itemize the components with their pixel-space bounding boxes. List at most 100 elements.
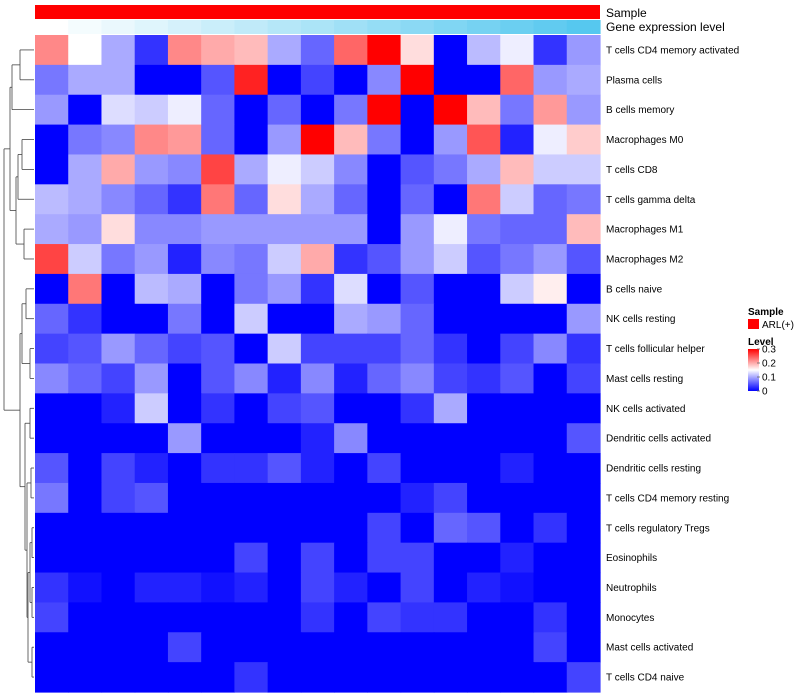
sample-annotation-bar xyxy=(35,5,600,19)
heatmap-cell xyxy=(367,453,402,484)
row-label: Macrophages M0 xyxy=(606,135,684,146)
heatmap-cell xyxy=(167,512,202,544)
heatmap-cell xyxy=(35,632,69,663)
expression-annotation-cell xyxy=(35,20,69,34)
heatmap-cell xyxy=(433,64,468,96)
expression-annotation-cell xyxy=(533,20,568,34)
heatmap-cell xyxy=(367,662,402,693)
heatmap-cell xyxy=(467,542,501,574)
expression-annotation-cell xyxy=(234,20,269,34)
heatmap-cell xyxy=(167,35,202,66)
heatmap-cell xyxy=(433,512,468,544)
heatmap-cell xyxy=(533,662,568,693)
heatmap-cell xyxy=(234,124,269,156)
heatmap-cell xyxy=(35,482,69,514)
heatmap-cell xyxy=(134,572,169,604)
heatmap-cell xyxy=(134,363,169,394)
heatmap-cell xyxy=(334,124,368,156)
heatmap-cell xyxy=(533,64,568,96)
heatmap-cell xyxy=(68,214,103,245)
heatmap-cell xyxy=(433,35,468,66)
row-label: Macrophages M2 xyxy=(606,254,684,265)
heatmap-cell xyxy=(334,423,368,454)
heatmap-cell xyxy=(533,184,568,215)
legend-level-tick-label: 0.1 xyxy=(762,373,776,384)
heatmap-cell xyxy=(134,35,169,66)
heatmap-cells xyxy=(35,35,601,693)
heatmap-cell xyxy=(134,94,169,126)
heatmap-cell xyxy=(500,662,535,693)
legend-level-ticks: 0.3 0.2 0.1 0 xyxy=(757,345,776,398)
heatmap-cell xyxy=(433,602,468,633)
heatmap-cell xyxy=(234,482,269,514)
heatmap-cell xyxy=(467,632,501,663)
expression-annotation-cell xyxy=(433,20,468,34)
heatmap-cell xyxy=(367,124,402,156)
heatmap-cell xyxy=(201,542,236,574)
heatmap-cell xyxy=(234,35,269,66)
legend-sample-swatch xyxy=(748,319,759,329)
heatmap-cell xyxy=(167,333,202,365)
heatmap-cell xyxy=(500,124,535,156)
heatmap-cell xyxy=(500,35,535,66)
expression-annotation-cell xyxy=(101,20,136,34)
heatmap-cell xyxy=(201,423,236,454)
heatmap-cell xyxy=(300,363,335,394)
expression-annotation-cell xyxy=(566,20,601,34)
heatmap-cell xyxy=(68,64,103,96)
heatmap-cell xyxy=(566,184,601,215)
heatmap-cell xyxy=(533,303,568,335)
heatmap-cell xyxy=(134,542,169,574)
heatmap-cell xyxy=(201,303,236,335)
heatmap-cell xyxy=(400,542,435,574)
heatmap-cell xyxy=(35,64,69,96)
heatmap-cell xyxy=(300,214,335,245)
heatmap-cell xyxy=(400,64,435,96)
heatmap-cell xyxy=(134,602,169,633)
heatmap-cell xyxy=(433,572,468,604)
heatmap-cell xyxy=(367,423,402,454)
heatmap-cell xyxy=(267,184,302,215)
heatmap-cell xyxy=(367,632,402,663)
row-label: Mast cells resting xyxy=(606,374,683,385)
heatmap-cell xyxy=(35,662,69,693)
heatmap-cell xyxy=(433,244,468,275)
heatmap-cell xyxy=(234,363,269,394)
heatmap-cell xyxy=(367,214,402,245)
heatmap-cell xyxy=(433,333,468,365)
heatmap-cell xyxy=(134,333,169,365)
heatmap-cell xyxy=(400,512,435,544)
heatmap-cell xyxy=(500,572,535,604)
heatmap-cell xyxy=(300,572,335,604)
heatmap-cell xyxy=(101,214,136,245)
heatmap-cell xyxy=(234,64,269,96)
heatmap-cell xyxy=(367,333,402,365)
heatmap-cell xyxy=(300,244,335,275)
row-label: T cells CD4 memory activated xyxy=(606,45,739,56)
heatmap-cell xyxy=(467,303,501,335)
heatmap-cell xyxy=(167,542,202,574)
heatmap-cell xyxy=(334,542,368,574)
heatmap-cell xyxy=(500,393,535,424)
legend-level-tick-label: 0 xyxy=(762,387,768,398)
heatmap-cell xyxy=(35,154,69,185)
heatmap-cell xyxy=(134,423,169,454)
heatmap-cell xyxy=(234,214,269,245)
heatmap-cell xyxy=(101,35,136,66)
heatmap-cell xyxy=(267,303,302,335)
heatmap-cell xyxy=(134,393,169,424)
heatmap-cell xyxy=(134,303,169,335)
heatmap-cell xyxy=(101,124,136,156)
expression-annotation-cell xyxy=(500,20,535,34)
heatmap-cell xyxy=(566,154,601,185)
heatmap-cell xyxy=(167,273,202,305)
heatmap-cell xyxy=(467,214,501,245)
heatmap-cell xyxy=(467,64,501,96)
heatmap-cell xyxy=(101,572,136,604)
expression-annotation-cell xyxy=(68,20,103,34)
heatmap-cell xyxy=(201,333,236,365)
heatmap-cell xyxy=(68,363,103,394)
heatmap-cell xyxy=(134,214,169,245)
legend-level-tick-label: 0.2 xyxy=(762,359,776,370)
